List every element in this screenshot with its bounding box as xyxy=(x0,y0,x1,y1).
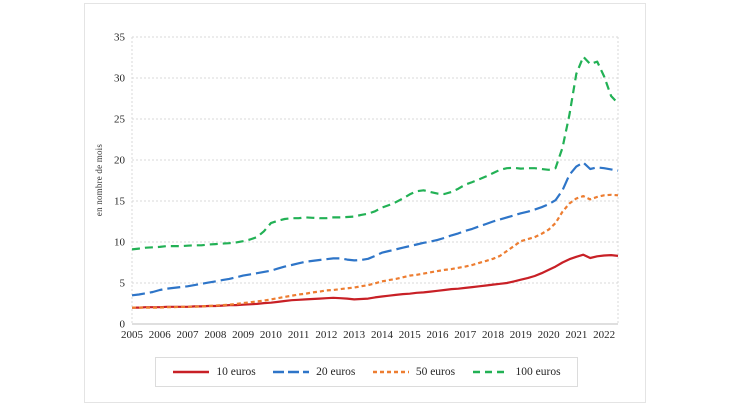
legend-label-100-euros: 100 euros xyxy=(515,366,561,378)
legend-line-sample-20-euros xyxy=(273,370,310,374)
x-tick-label-2010: 2010 xyxy=(260,329,283,341)
x-tick-label-2007: 2007 xyxy=(177,329,200,341)
y-tick-label-20: 20 xyxy=(114,155,126,167)
x-tick-label-2021: 2021 xyxy=(565,329,587,341)
x-tick-label-2015: 2015 xyxy=(399,329,422,341)
legend-item-20-euros: 20 euros xyxy=(272,366,355,378)
x-tick-label-2012: 2012 xyxy=(315,329,337,341)
y-axis-title: en nombre de mois xyxy=(94,143,104,217)
chart-frame: 0 5 10 15 20 25 30 35 2005 2006 2007 2008 2009 2010 20… xyxy=(84,3,646,403)
x-tick-label-2019: 2019 xyxy=(510,329,533,341)
series-line-100-euros xyxy=(131,55,619,251)
series-line-10-euros xyxy=(132,253,619,309)
y-tick-label-35: 35 xyxy=(114,32,126,44)
y-tick-label-30: 30 xyxy=(114,73,126,85)
y-tick-label-25: 25 xyxy=(114,114,126,126)
x-tick-label-2013: 2013 xyxy=(343,329,366,341)
series-line-20-euros xyxy=(131,161,619,297)
chart-canvas: 0 5 10 15 20 25 30 35 2005 2006 2007 2008 2009 2010 20… xyxy=(114,32,619,341)
x-tick-label-2022: 2022 xyxy=(593,329,615,341)
y-tick-label-0: 0 xyxy=(120,319,126,331)
x-tick-label-2014: 2014 xyxy=(371,329,394,341)
x-tick-label-2016: 2016 xyxy=(426,329,449,341)
legend-label-10-euros: 10 euros xyxy=(216,366,256,378)
y-tick-label-10: 10 xyxy=(114,237,126,249)
legend-label-20-euros: 20 euros xyxy=(316,366,356,378)
legend-label-50-euros: 50 euros xyxy=(415,366,456,378)
x-tick-label-2017: 2017 xyxy=(454,329,477,341)
y-tick-label-5: 5 xyxy=(120,278,126,290)
legend-item-10-euros: 10 euros xyxy=(172,366,256,378)
x-tick-label-2008: 2008 xyxy=(204,329,227,341)
series-line-50-euros xyxy=(132,193,619,309)
legend-line-sample-10-euros xyxy=(173,370,210,374)
x-tick-label-2011: 2011 xyxy=(288,329,310,341)
legend-item-100-euros: 100 euros xyxy=(472,366,561,378)
x-tick-label-2006: 2006 xyxy=(149,329,172,341)
x-tick-label-2020: 2020 xyxy=(538,329,561,341)
legend: 10 euros 20 euros 50 euros 100 euros xyxy=(155,357,578,387)
x-tick-label-2005: 2005 xyxy=(121,329,144,341)
y-tick-label-15: 15 xyxy=(114,196,126,208)
x-tick-label-2018: 2018 xyxy=(482,329,505,341)
legend-line-sample-50-euros xyxy=(372,370,409,374)
legend-item-50-euros: 50 euros xyxy=(372,366,455,378)
legend-line-sample-100-euros xyxy=(472,370,509,374)
x-tick-label-2009: 2009 xyxy=(232,329,255,341)
